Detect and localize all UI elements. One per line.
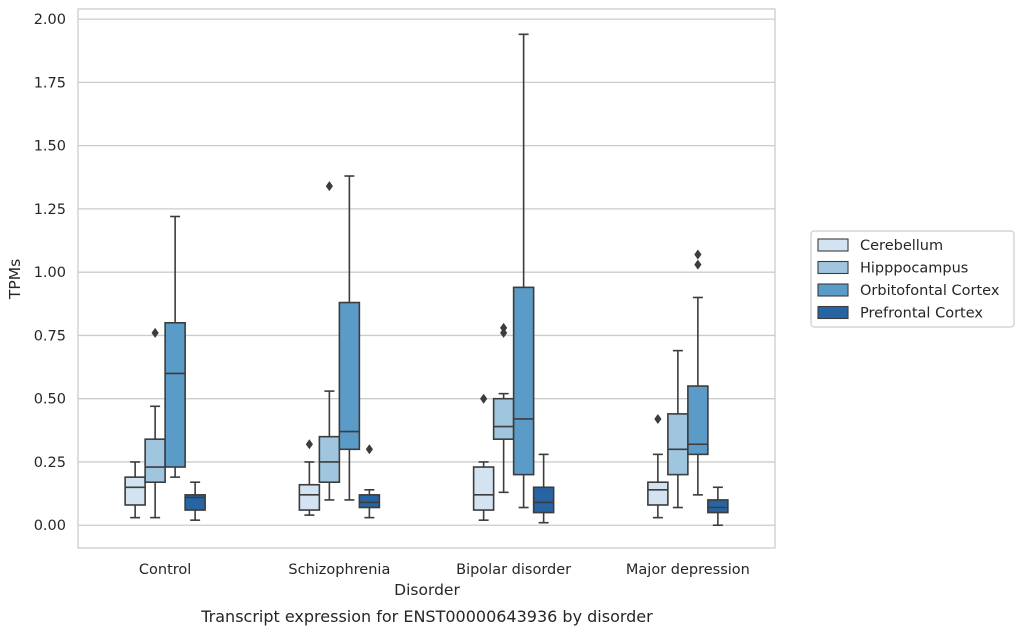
chart-caption: Transcript expression for ENST0000064393… <box>200 607 653 626</box>
outlier-point <box>500 327 508 338</box>
box-iqr <box>358 494 381 509</box>
box-iqr <box>184 494 206 511</box>
box-iqr <box>532 486 555 514</box>
box-hipppocampus <box>667 349 689 509</box>
outlier-point <box>325 181 333 192</box>
y-axis-title: TPMs <box>6 259 24 300</box>
box-hipppocampus <box>318 181 341 501</box>
outlier-point <box>365 444 373 455</box>
plot-frame <box>77 8 776 549</box>
box-iqr <box>124 476 146 506</box>
outlier-point <box>694 259 702 270</box>
box-hipppocampus <box>492 322 515 494</box>
box-iqr <box>144 438 166 484</box>
outlier-point <box>694 249 702 260</box>
box-cerebellum <box>472 393 495 521</box>
box-iqr <box>298 483 321 511</box>
legend-label: Prefrontal Cortex <box>860 306 983 322</box>
y-tick-label: 0.50 <box>34 392 66 408</box>
x-tick-label: Control <box>139 562 191 578</box>
box-plot-area <box>124 33 729 527</box>
legend-label: Orbitofontal Cortex <box>860 283 1000 299</box>
x-axis-title: Disorder <box>394 581 460 599</box>
gridlines <box>78 18 775 526</box>
y-tick-label: 0.00 <box>34 518 66 534</box>
outlier-point <box>654 413 662 424</box>
y-tick-label: 0.25 <box>34 455 66 471</box>
box-iqr <box>687 385 709 456</box>
box-iqr <box>647 481 669 506</box>
box-iqr <box>338 301 361 451</box>
legend-box <box>810 230 1015 328</box>
box-iqr <box>318 435 341 484</box>
outlier-point <box>480 393 488 404</box>
box-prefrontal-cortex <box>184 481 206 521</box>
legend-label: Hipppocampus <box>860 261 968 277</box>
box-iqr <box>512 286 535 476</box>
outlier-point <box>305 439 313 450</box>
box-prefrontal-cortex <box>707 486 729 527</box>
legend-swatch <box>817 283 849 297</box>
box-orbitofontal-cortex <box>687 249 709 496</box>
legend-swatch <box>817 238 849 252</box>
legend-label: Cerebellum <box>860 238 943 254</box>
box-iqr <box>472 466 495 511</box>
box-cerebellum <box>647 413 669 519</box>
box-cerebellum <box>298 439 321 516</box>
box-iqr <box>667 413 689 476</box>
legend: Cerebellum Hipppocampus Orbitofontal Corte… <box>810 230 1015 328</box>
y-tick-label: 1.25 <box>34 202 66 218</box>
box-hipppocampus <box>144 327 166 519</box>
y-tick-label: 2.00 <box>34 12 66 28</box>
box-prefrontal-cortex <box>532 453 555 524</box>
y-tick-label: 1.00 <box>34 265 66 281</box>
box-cerebellum <box>124 461 146 519</box>
outlier-point <box>151 327 159 338</box>
legend-swatch <box>817 260 849 275</box>
y-axis-ticks: 0.00 0.25 0.50 0.75 1.00 1.25 1.50 1.75 2.00 <box>34 12 66 534</box>
x-axis-ticks: Control Schizophrenia Bipolar disorder Majo… <box>139 562 750 578</box>
x-tick-label: Major depression <box>626 562 750 578</box>
x-tick-label: Schizophrenia <box>288 562 390 578</box>
box-iqr <box>164 321 186 468</box>
outlier-point <box>500 322 508 333</box>
y-tick-label: 1.75 <box>34 75 66 91</box>
y-tick-label: 0.75 <box>34 328 66 344</box>
x-tick-label: Bipolar disorder <box>456 562 571 578</box>
y-tick-label: 1.50 <box>34 139 66 155</box>
box-orbitofontal-cortex <box>512 33 535 509</box>
box-orbitofontal-cortex <box>164 215 186 478</box>
box-orbitofontal-cortex <box>338 175 361 501</box>
box-iqr <box>707 499 729 514</box>
box-iqr <box>492 397 515 440</box>
box-prefrontal-cortex <box>358 444 381 519</box>
legend-swatch <box>817 305 849 320</box>
